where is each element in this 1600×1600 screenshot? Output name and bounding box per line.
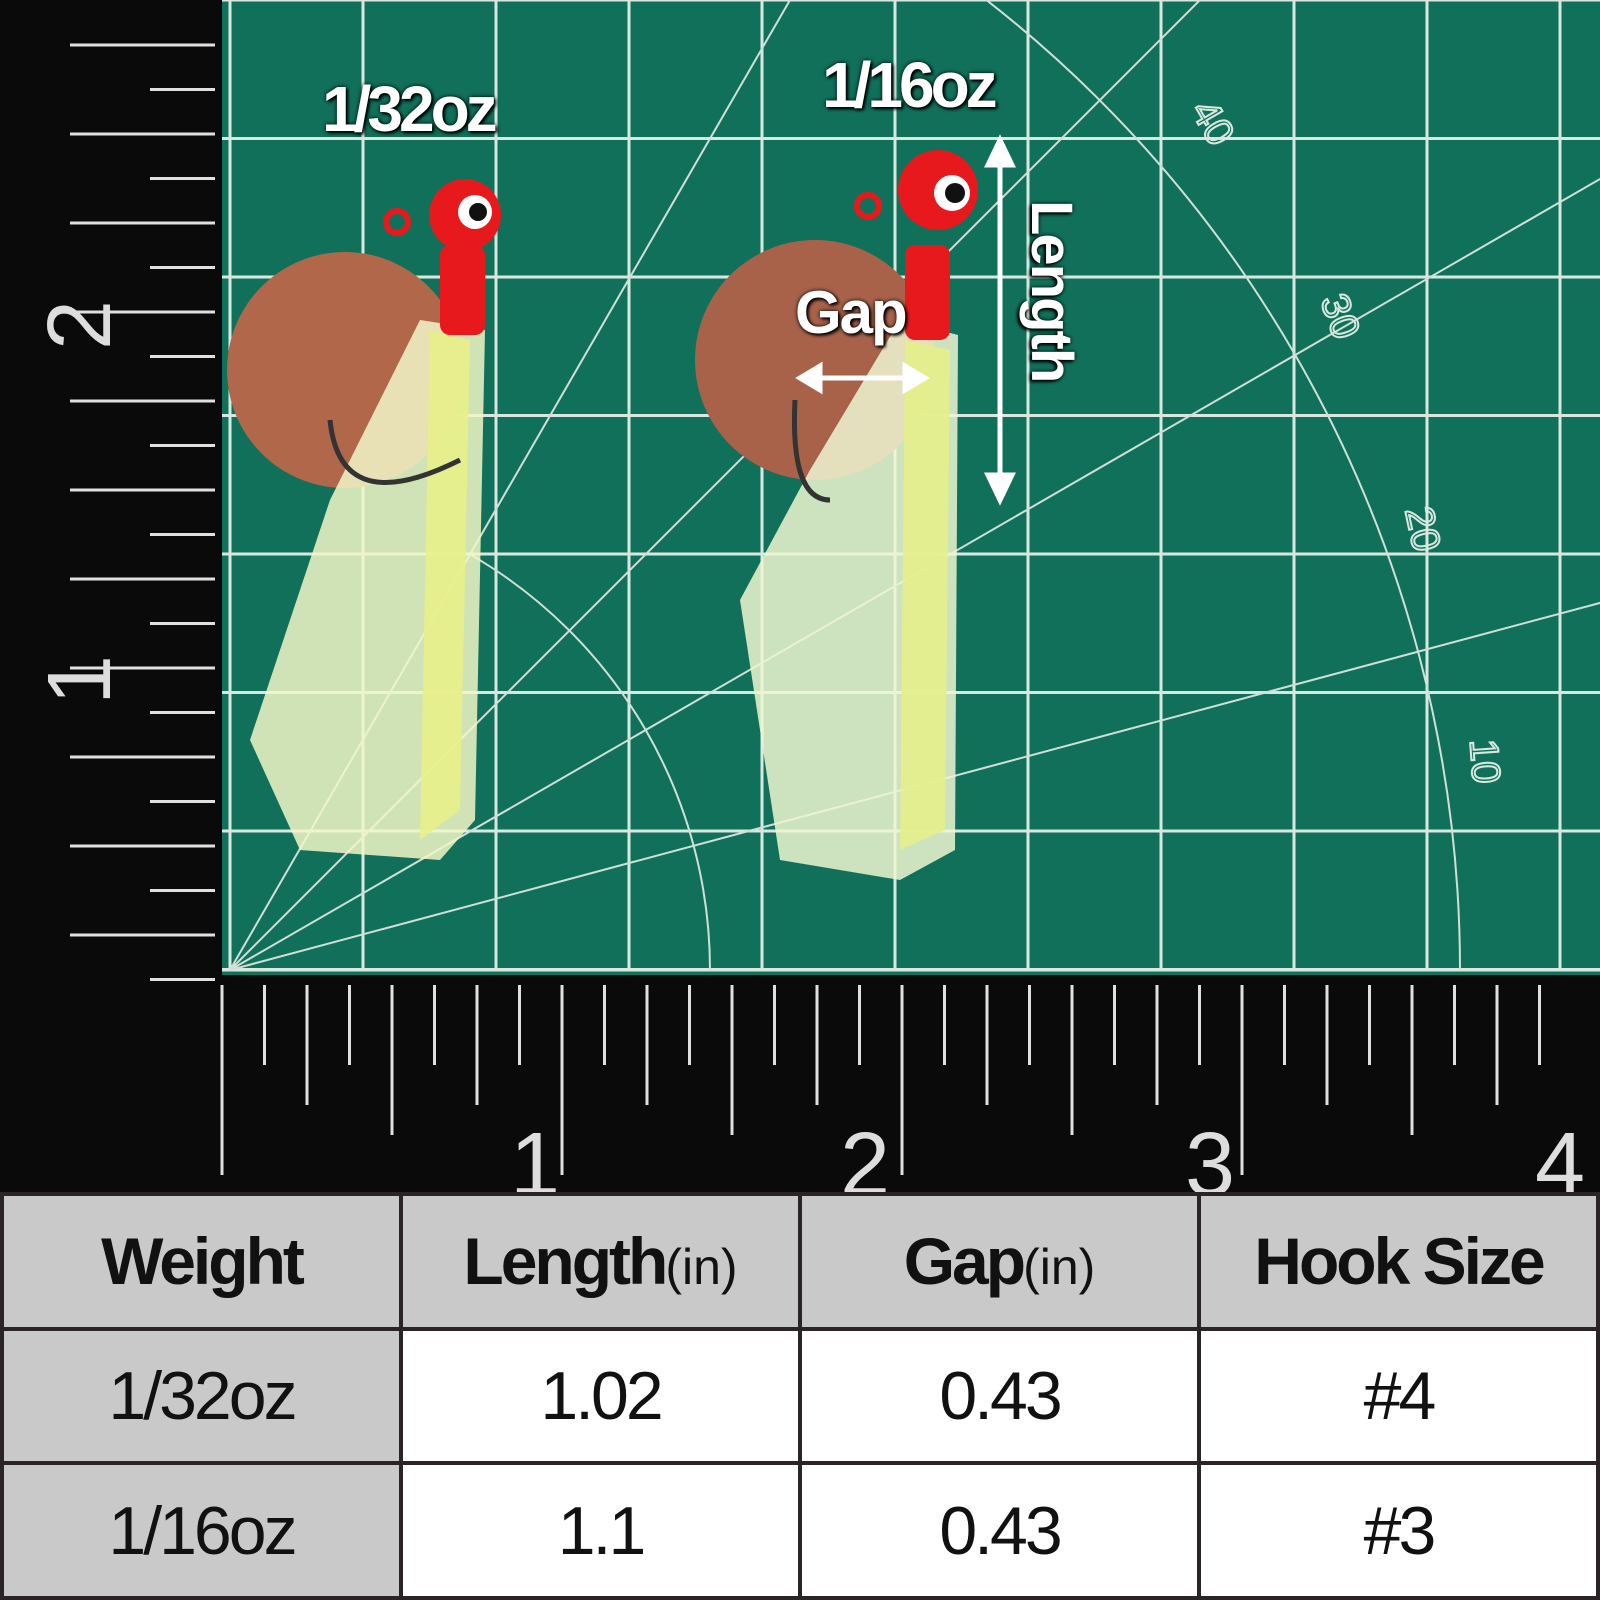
header-label: Length <box>463 1224 668 1299</box>
header-label: Gap <box>903 1224 1026 1299</box>
ruler-bottom-number: 3 <box>1185 1115 1235 1192</box>
header-unit: (in) <box>665 1239 738 1296</box>
mat-line <box>229 601 1600 971</box>
ruler-left-number: 1 <box>30 655 130 705</box>
header-label: Hook Size <box>1254 1224 1545 1299</box>
cell-gap: 0.43 <box>798 1461 1201 1600</box>
mat-line <box>229 177 1600 971</box>
header-unit: (in) <box>1023 1239 1096 1296</box>
cell-hook-size: #3 <box>1197 1461 1600 1600</box>
cell-length: 1.02 <box>399 1326 802 1466</box>
cell-hook-size: #4 <box>1197 1326 1600 1466</box>
ruler-bottom-number: 1 <box>510 1115 560 1192</box>
table-row: 1/32oz 1.02 0.43 #4 <box>0 1326 1600 1466</box>
weight-label-small: 1/32oz <box>322 73 498 145</box>
mat-angle-number: 20 <box>1396 503 1448 556</box>
spec-table: Weight Length(in) Gap(in) Hook Size 1/32… <box>0 1192 1600 1600</box>
gap-label: Gap <box>795 279 908 346</box>
header-length: Length(in) <box>399 1192 802 1331</box>
mat-angle-number: 10 <box>1461 738 1508 785</box>
ruler-bottom-number: 2 <box>840 1115 890 1192</box>
ruler-bottom-number: 4 <box>1535 1115 1585 1192</box>
cell-weight: 1/16oz <box>0 1461 403 1600</box>
mat-line <box>469 553 711 971</box>
length-label: Length <box>1019 200 1084 382</box>
weight-label-large: 1/16oz <box>822 49 998 121</box>
ruler-left-number: 2 <box>30 300 130 350</box>
jig-lure-small <box>250 179 501 860</box>
cell-weight: 1/32oz <box>0 1326 403 1466</box>
header-hook-size: Hook Size <box>1197 1192 1600 1331</box>
header-weight: Weight <box>0 1192 403 1331</box>
header-gap: Gap(in) <box>798 1192 1201 1331</box>
gap-arrow <box>795 361 930 395</box>
length-arrow <box>984 134 1016 506</box>
mat-line <box>984 0 1461 971</box>
cutting-mat-with-rulers: 2 1 1 2 3 4 40 30 20 10 <box>0 0 1600 1215</box>
table-header-row: Weight Length(in) Gap(in) Hook Size <box>0 1192 1600 1331</box>
header-label: Weight <box>101 1224 305 1299</box>
cell-length: 1.1 <box>399 1461 802 1600</box>
jig-lure-large <box>740 150 978 880</box>
cell-gap: 0.43 <box>798 1326 1201 1466</box>
table-row: 1/16oz 1.1 0.43 #3 <box>0 1461 1600 1600</box>
product-photo: 2 1 1 2 3 4 40 30 20 10 1/32oz 1/16oz Ga… <box>0 0 1600 1215</box>
